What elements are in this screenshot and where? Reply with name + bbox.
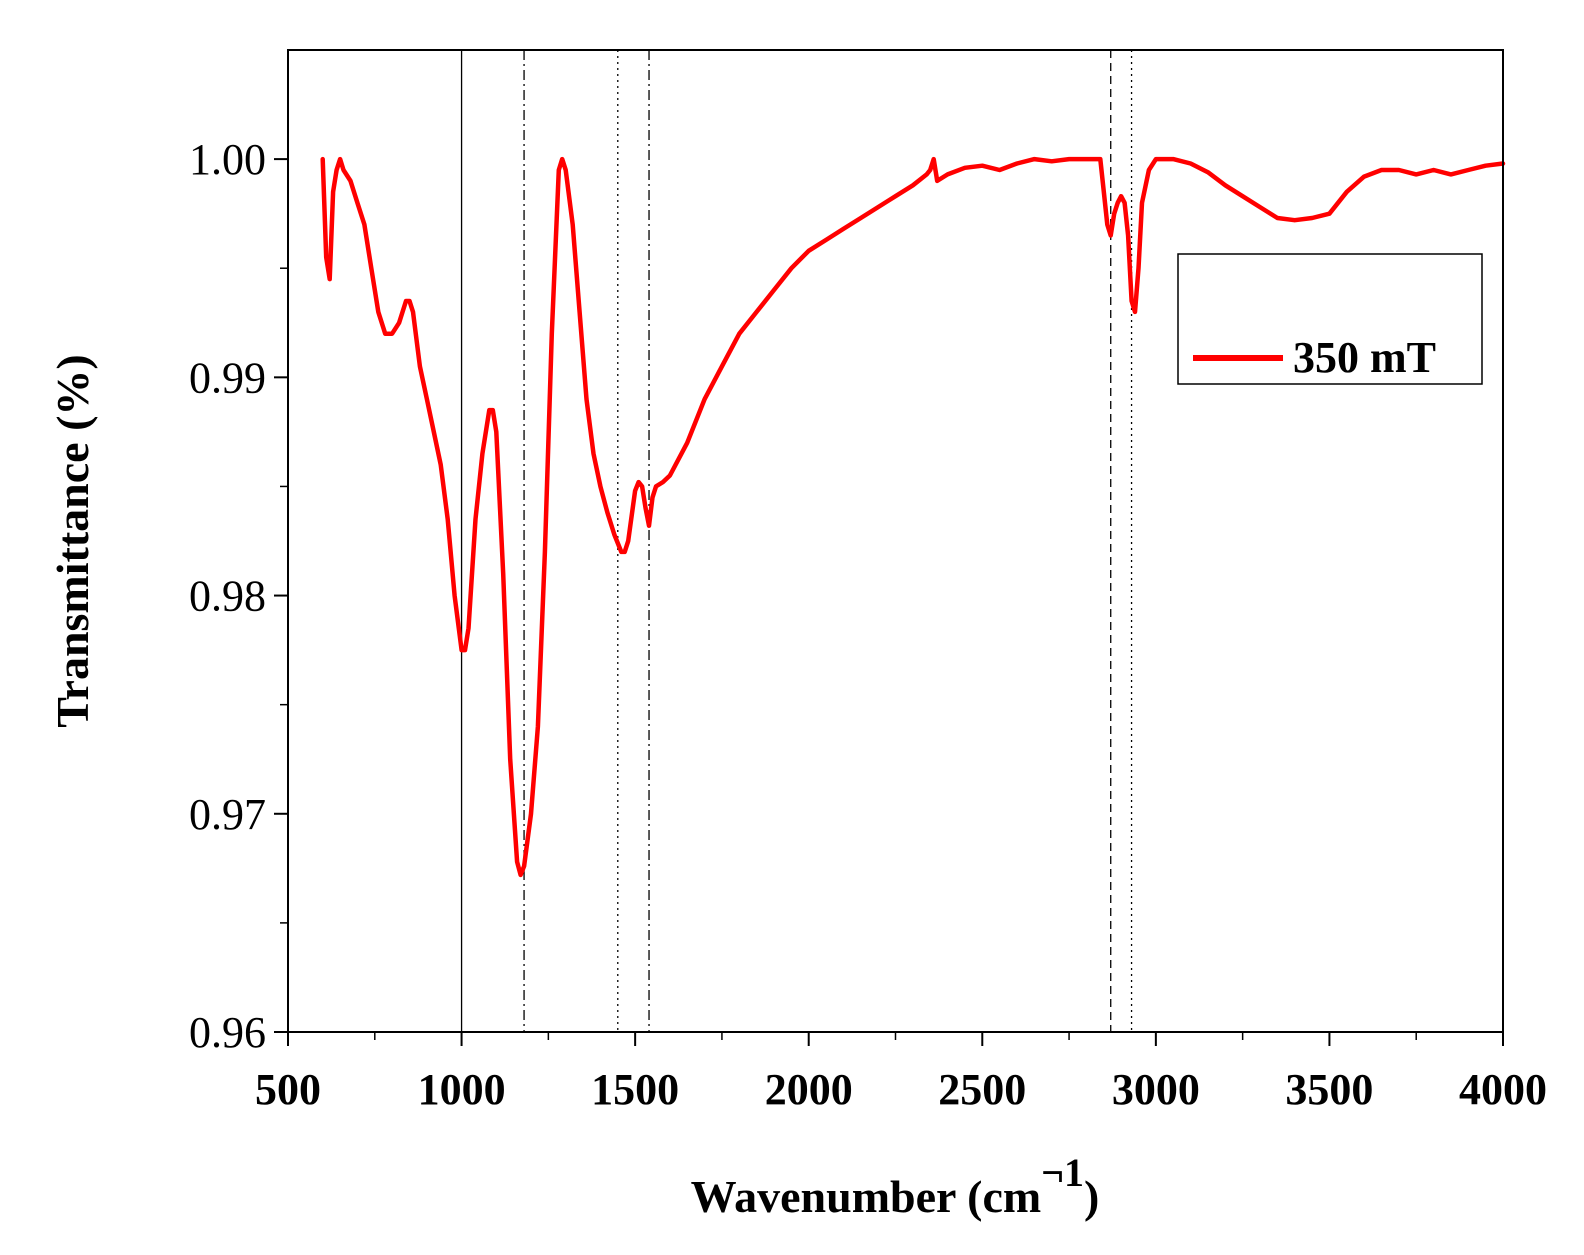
y-tick-label-4: 1.00 [189, 135, 266, 184]
x-tick-label-1500: 1500 [591, 1065, 679, 1114]
y-tick-label-1: 0.97 [189, 790, 266, 839]
x-tick-label-2500: 2500 [938, 1065, 1026, 1114]
x-axis-ticks: 500 1000 1500 2000 2500 3000 3500 4000 [255, 1032, 1547, 1114]
marker-lines [460, 50, 1133, 1032]
y-tick-label-2: 0.98 [189, 572, 266, 621]
legend-box [1177, 253, 1483, 385]
x-tick-label-3500: 3500 [1285, 1065, 1373, 1114]
x-tick-label-500: 500 [255, 1065, 321, 1114]
x-axis-title: Wavenumber (cm¬1) [691, 1150, 1100, 1222]
legend: 350 mT [1177, 253, 1483, 385]
x-tick-label-4000: 4000 [1459, 1065, 1547, 1114]
x-tick-label-2000: 2000 [765, 1065, 853, 1114]
y-axis-title: Transmittance (%) [47, 354, 98, 727]
legend-label: 350 mT [1293, 333, 1436, 382]
y-axis-ticks: 0.96 0.97 0.98 0.99 1.00 [189, 135, 288, 1057]
y-tick-label-0: 0.96 [189, 1008, 266, 1057]
x-axis-title-suffix: ) [1084, 1171, 1099, 1222]
series-layer [320, 156, 1506, 878]
x-axis-title-superscript: ¬1 [1041, 1150, 1084, 1195]
x-tick-label-1000: 1000 [418, 1065, 506, 1114]
x-tick-label-3000: 3000 [1112, 1065, 1200, 1114]
y-tick-label-3: 0.99 [189, 353, 266, 402]
series-line-0 [320, 156, 1506, 878]
